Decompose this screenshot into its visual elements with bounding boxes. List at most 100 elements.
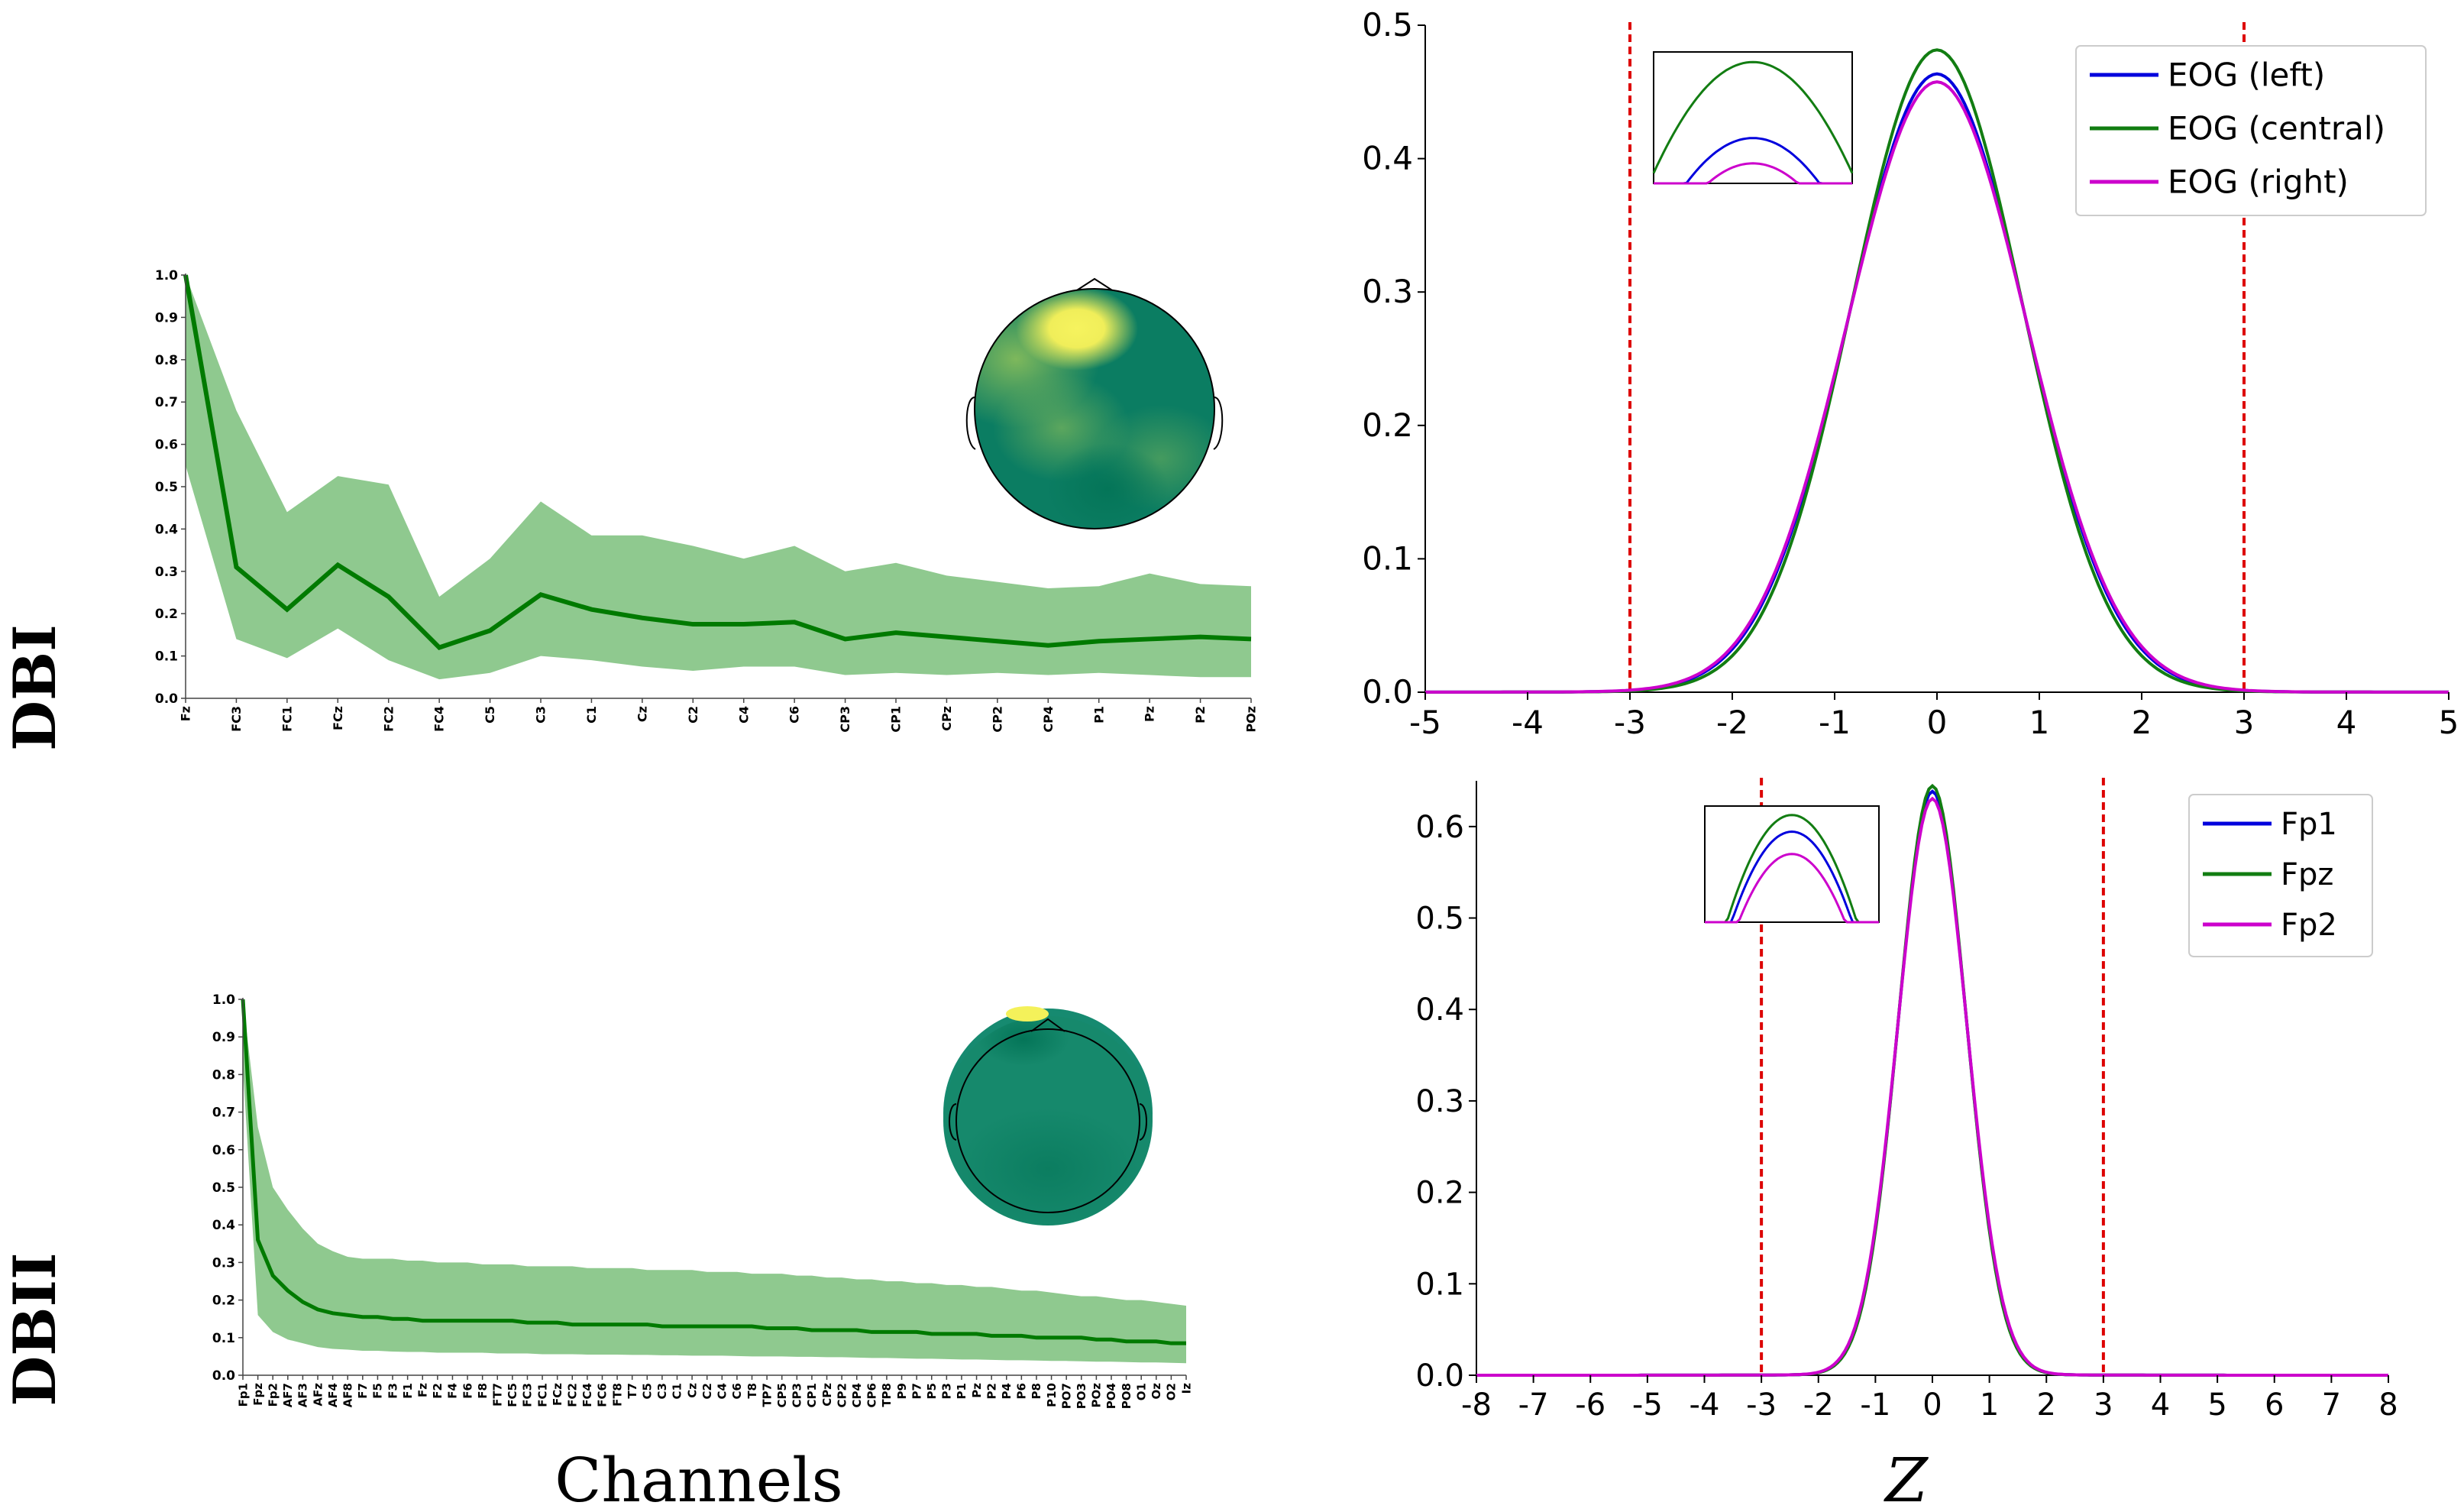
x-tick-label: FC1 <box>280 706 294 732</box>
y-tick-label: 0.0 <box>1362 673 1413 711</box>
x-tick-label: Cz <box>635 706 649 722</box>
x-tick-label: P4 <box>1000 1383 1014 1399</box>
y-tick-label: 0.2 <box>1362 406 1413 444</box>
x-tick-label: P2 <box>1193 706 1208 724</box>
x-tick-label: C3 <box>534 706 548 724</box>
x-tick-label: F5 <box>371 1383 385 1399</box>
x-tick-label: FT7 <box>491 1383 505 1407</box>
y-tick-label: 0.3 <box>1415 1084 1464 1119</box>
x-tick-label: CPz <box>820 1383 834 1407</box>
y-tick-label: 1.0 <box>212 992 235 1008</box>
x-tick-label: Fz <box>179 706 193 721</box>
x-tick-label: CP1 <box>805 1383 819 1407</box>
legend-label-2: EOG (central) <box>2168 110 2385 147</box>
x-tick-label: 5 <box>2439 704 2459 741</box>
x-tick-label: -1 <box>1860 1387 1890 1423</box>
y-tick-label: 1.0 <box>155 268 178 283</box>
row-label-dbi: DBI <box>1 624 69 751</box>
x-tick-label: P8 <box>1030 1383 1043 1399</box>
inset-curve-3 <box>1705 853 1879 924</box>
y-tick-label: 0.1 <box>1362 539 1413 577</box>
x-tick-label: F8 <box>476 1383 490 1399</box>
x-tick-label: 7 <box>2322 1387 2341 1423</box>
y-tick-label: 0.3 <box>1362 273 1413 310</box>
x-tick-label: FC3 <box>521 1383 535 1407</box>
x-tick-label: AF8 <box>341 1383 354 1407</box>
x-tick-label: -3 <box>1614 704 1646 741</box>
x-tick-label: C2 <box>700 1383 714 1399</box>
y-tick-label: 0.4 <box>1415 992 1464 1028</box>
x-tick-label: 4 <box>2336 704 2357 741</box>
x-tick-label: FC6 <box>596 1383 610 1407</box>
legend-label-2: Fpz <box>2281 857 2333 892</box>
y-tick-label: 0.1 <box>1415 1267 1464 1302</box>
x-tick-label: C2 <box>686 706 700 724</box>
y-tick-label: 0.9 <box>212 1030 235 1045</box>
x-tick-label: POz <box>1244 706 1259 733</box>
x-tick-label: C4 <box>716 1383 729 1399</box>
x-tick-label: -5 <box>1409 704 1441 741</box>
y-tick-label: 0.8 <box>155 353 178 368</box>
x-tick-label: -4 <box>1690 1387 1720 1423</box>
y-tick-label: 0.9 <box>155 310 178 325</box>
y-tick-label: 0.3 <box>212 1255 235 1271</box>
x-tick-label: C5 <box>641 1383 655 1399</box>
y-tick-label: 0.5 <box>155 480 178 495</box>
x-tick-label: Pz <box>1143 706 1157 722</box>
x-tick-label: 2 <box>2037 1387 2056 1423</box>
y-tick-label: 0.6 <box>212 1143 235 1158</box>
x-tick-label: CP2 <box>835 1383 849 1407</box>
legend-box <box>2188 794 2373 957</box>
x-tick-label: FC1 <box>535 1383 549 1407</box>
legend-box <box>2075 45 2427 216</box>
x-tick-label: 6 <box>2265 1387 2284 1423</box>
dbii-topomap <box>943 1006 1153 1225</box>
y-tick-label: 0.7 <box>212 1106 235 1121</box>
x-tick-label: Oz <box>1150 1383 1163 1400</box>
x-tick-label: T8 <box>745 1383 759 1399</box>
legend-label-3: EOG (right) <box>2168 164 2349 201</box>
x-tick-label: 3 <box>2234 704 2255 741</box>
x-tick-label: -8 <box>1461 1387 1492 1423</box>
x-tick-label: F3 <box>386 1383 399 1399</box>
x-tick-label: 0 <box>1922 1387 1942 1423</box>
x-tick-label: FT8 <box>610 1383 624 1407</box>
x-tick-label: O2 <box>1165 1383 1179 1400</box>
x-tick-label: 1 <box>1980 1387 1999 1423</box>
y-tick-label: 0.2 <box>212 1293 235 1309</box>
x-tick-label: -5 <box>1632 1387 1663 1423</box>
x-tick-label: PO3 <box>1075 1383 1088 1409</box>
x-tick-label: 5 <box>2207 1387 2226 1423</box>
zoom-inset <box>1704 805 1880 923</box>
x-tick-label: F2 <box>431 1383 445 1399</box>
topomap-right-ear-2 <box>1139 1103 1147 1141</box>
x-tick-label: AF7 <box>281 1383 295 1407</box>
x-tick-label: FC5 <box>506 1383 519 1407</box>
x-tick-label: TP8 <box>880 1383 894 1407</box>
mean-line <box>183 274 1252 650</box>
x-tick-label: FC4 <box>580 1383 594 1407</box>
y-tick-label: 0.0 <box>1415 1358 1464 1394</box>
x-tick-label: FCz <box>331 706 345 730</box>
dbi-channel-chart: 0.0 0.1 0.2 0.3 0.4 0.5 0.6 0.7 0.8 0.9 1.0 Fz FC3 FC… <box>155 268 1259 733</box>
y-tick-label: 0.1 <box>155 649 178 665</box>
y-tick-label: 0.2 <box>155 607 178 622</box>
x-tick-label: P1 <box>955 1383 968 1399</box>
legend-label-1: EOG (left) <box>2168 57 2325 94</box>
x-tick-label: CP3 <box>838 706 852 733</box>
x-tick-label: C6 <box>787 706 802 724</box>
x-tick-label: -7 <box>1518 1387 1549 1423</box>
x-tick-label: F7 <box>356 1383 370 1399</box>
x-tick-label: CP5 <box>775 1383 789 1407</box>
legend-label-1: Fp1 <box>2281 807 2337 842</box>
inset-curve-1 <box>1705 830 1879 924</box>
inset-curve-2 <box>1652 60 1854 174</box>
x-tick-label: CP1 <box>889 706 904 733</box>
x-tick-label: 0 <box>1927 704 1948 741</box>
x-tick-label: FC2 <box>566 1383 580 1407</box>
dbii-density-chart: 0.0 0.1 0.2 0.3 0.4 0.5 0.6 -8 -7 -6 -5 -4 -3 -2 -1 0 1 2… <box>1415 778 2398 1423</box>
y-tick-label: 0.6 <box>1415 810 1464 845</box>
y-tick-label: 0.5 <box>1362 6 1413 44</box>
